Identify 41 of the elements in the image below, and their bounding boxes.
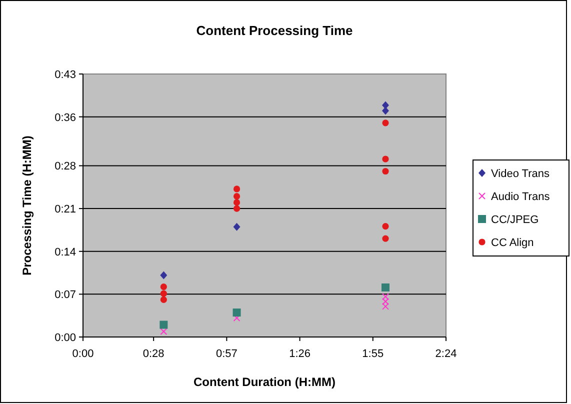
x-tick-label: 2:24 bbox=[435, 348, 457, 360]
y-tick-label: 0:43 bbox=[54, 69, 76, 81]
point bbox=[382, 283, 390, 292]
point bbox=[382, 293, 389, 300]
y-axis-title: Processing Time (H:MM) bbox=[20, 136, 34, 276]
legend-label: CC/JPEG bbox=[491, 214, 539, 226]
point bbox=[233, 205, 240, 212]
point bbox=[160, 271, 168, 280]
point bbox=[233, 186, 240, 192]
point bbox=[382, 168, 389, 175]
legend-label: CC Align bbox=[491, 237, 534, 249]
point bbox=[160, 284, 167, 290]
point bbox=[160, 296, 167, 303]
legend-label: Video Trans bbox=[491, 168, 550, 180]
point bbox=[382, 298, 389, 306]
point bbox=[233, 199, 240, 206]
chart-title: Content Processing Time bbox=[196, 23, 353, 38]
point bbox=[233, 193, 240, 200]
point bbox=[382, 222, 389, 230]
point bbox=[382, 156, 389, 162]
point bbox=[382, 120, 389, 126]
y-tick-label: 0:28 bbox=[54, 160, 76, 173]
y-tick-label: 0:14 bbox=[54, 246, 76, 258]
point bbox=[232, 308, 241, 317]
y-tick-label: 0:21 bbox=[54, 204, 76, 216]
point bbox=[160, 320, 168, 329]
x-tick-label: 0:57 bbox=[216, 348, 238, 360]
x-tick-label: 0:00 bbox=[72, 348, 94, 360]
legend-label: Audio Trans bbox=[491, 191, 550, 203]
x-tick-label: 1:55 bbox=[362, 348, 384, 360]
x-tick-label: 1:26 bbox=[289, 348, 311, 360]
point bbox=[382, 302, 389, 310]
y-tick-label: 0:00 bbox=[54, 332, 76, 344]
point bbox=[233, 222, 240, 231]
point bbox=[382, 235, 389, 242]
x-tick-label: 0:28 bbox=[142, 348, 164, 360]
y-tick-label: 0:36 bbox=[54, 112, 76, 124]
point bbox=[160, 290, 167, 297]
x-axis-title: Content Duration (H:MM) bbox=[194, 375, 336, 389]
y-tick-label: 0:07 bbox=[54, 289, 76, 302]
point bbox=[160, 328, 168, 335]
